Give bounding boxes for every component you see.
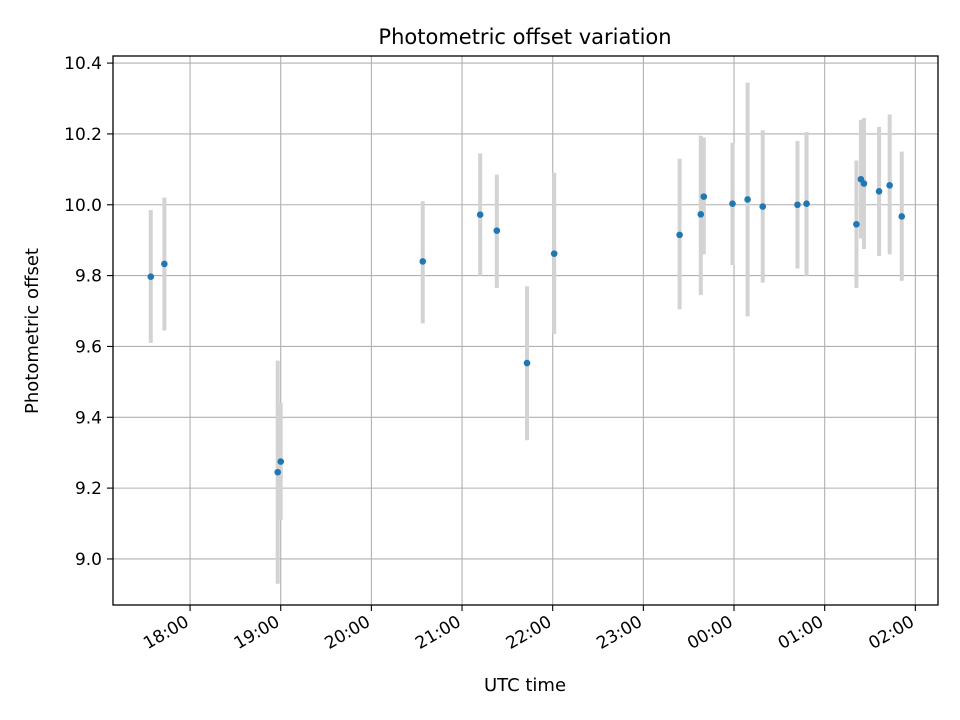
data-point [853,220,860,228]
y-axis-title: Photometric offset [22,248,43,414]
y-tick-label: 10.4 [64,54,102,74]
data-point [493,227,501,234]
data-point [860,180,868,187]
data-point [729,200,736,207]
y-tick-label: 10.0 [64,196,102,216]
data-point [161,260,168,268]
data-point [803,200,810,207]
y-tick-label: 9.0 [75,550,102,570]
grid-lines [113,56,938,605]
y-tick-label: 9.8 [75,267,102,287]
data-point [744,196,751,203]
data-point [550,250,558,257]
data-point [697,211,705,218]
data-point [794,201,801,209]
y-axis-ticks: 9.0 9.2 9.4 9.6 9.8 10.0 10.2 10.4 [64,54,113,570]
data-point [759,203,767,210]
y-tick-label: 9.4 [75,408,102,428]
data-point [419,258,427,265]
x-axis-title: UTC time [484,675,566,696]
data-point [676,231,683,239]
data-point [898,213,906,220]
data-point [476,211,484,218]
y-tick-label: 10.2 [64,125,102,145]
data-point [147,273,155,280]
data-point [277,458,285,465]
data-point [875,188,883,195]
data-point [886,181,893,189]
plot-area-frame [112,55,939,606]
data-points [147,175,906,476]
y-tick-label: 9.6 [75,337,102,357]
chart-title: Photometric offset variation [378,25,671,49]
y-tick-label: 9.2 [75,479,102,499]
data-point [700,193,708,200]
data-point [523,359,531,367]
data-point [274,468,281,476]
